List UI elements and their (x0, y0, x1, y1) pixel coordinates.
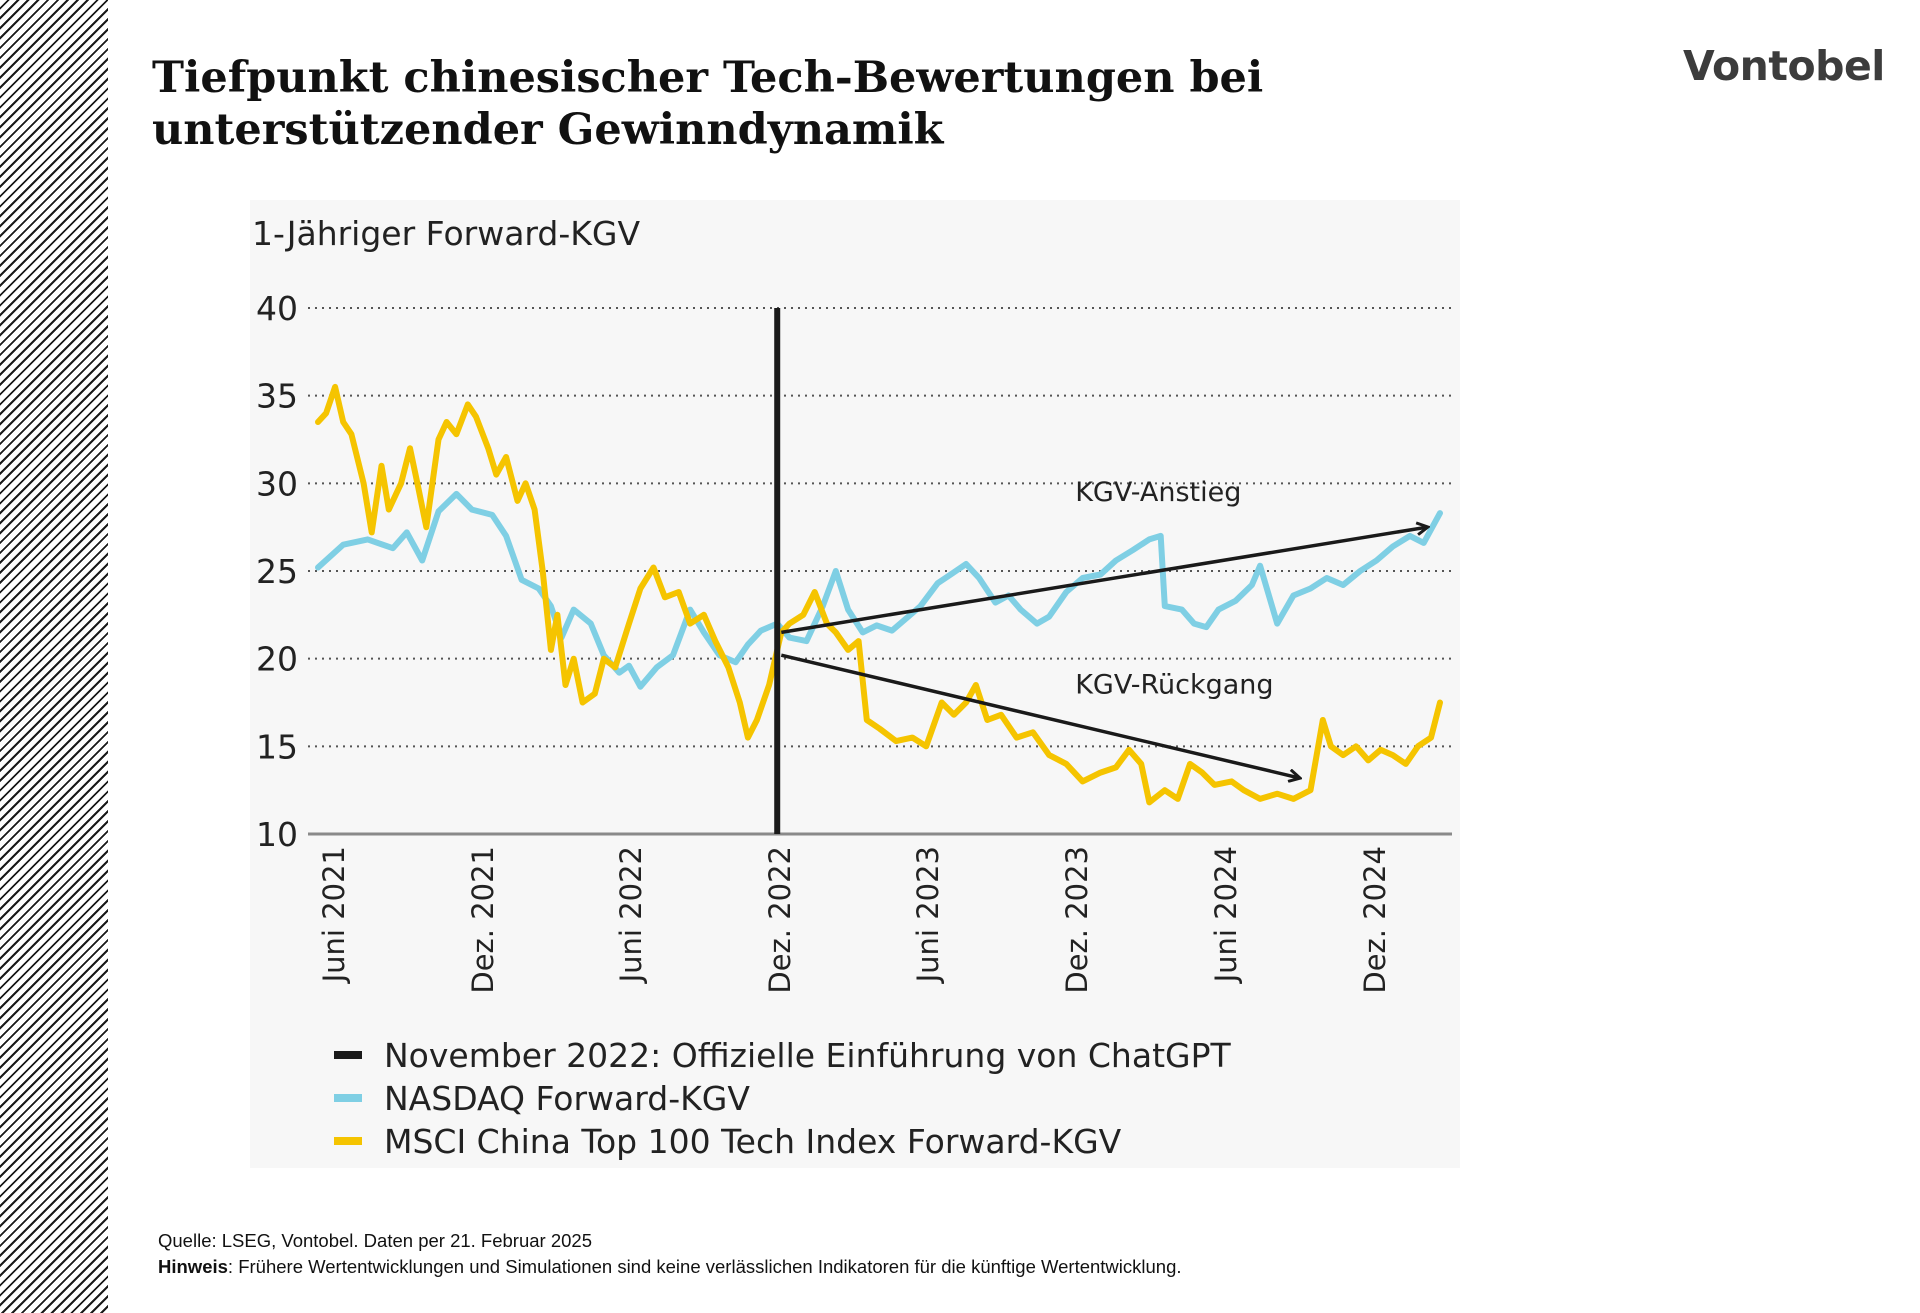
y-tick-labels: 10 15 20 25 30 35 40 (256, 289, 298, 854)
disclaimer-label: Hinweis (158, 1256, 228, 1277)
x-tick-label-0: Juni 2021 (317, 846, 351, 984)
x-tick-label-4: Juni 2023 (911, 846, 945, 984)
legend-label-0: November 2022: Offizielle Einführung von… (384, 1036, 1231, 1075)
x-tick-label-6: Juni 2024 (1209, 846, 1243, 984)
x-tick-label-5: Dez. 2023 (1060, 846, 1094, 994)
trend-annotations: KGV-Anstieg KGV-Rückgang (780, 477, 1427, 778)
decorative-stripe-band (0, 0, 108, 1313)
chart-panel (250, 200, 1460, 1168)
chart-legend: November 2022: Offizielle Einführung von… (334, 1036, 1231, 1161)
footer-notes: Quelle: LSEG, Vontobel. Daten per 21. Fe… (158, 1228, 1182, 1280)
y-tick-label-10: 10 (256, 815, 298, 854)
disclaimer-note: Hinweis: Frühere Wertentwicklungen und S… (158, 1254, 1182, 1280)
trend-arrow-1 (780, 653, 1299, 778)
x-tick-label-3: Dez. 2022 (763, 846, 797, 994)
y-tick-label-25: 25 (256, 552, 298, 591)
y-tick-label-15: 15 (256, 727, 298, 766)
series-line-0 (315, 490, 1443, 690)
vontobel-logo: Vontobel (1683, 42, 1885, 90)
legend-label-2: MSCI China Top 100 Tech Index Forward-KG… (384, 1122, 1122, 1161)
trend-label-1: KGV-Rückgang (1075, 670, 1273, 701)
disclaimer-text: : Frühere Wertentwicklungen und Simulati… (227, 1256, 1182, 1277)
x-tick-labels: Juni 2021 Dez. 2021 Juni 2022 Dez. 2022 Juni… (317, 846, 1392, 994)
y-tick-label-35: 35 (256, 377, 298, 416)
grid-lines (308, 307, 1452, 836)
slide-title: Tiefpunkt chinesischer Tech-Bewertungen … (152, 53, 1264, 155)
x-tick-label-2: Juni 2022 (614, 846, 648, 984)
source-note: Quelle: LSEG, Vontobel. Daten per 21. Fe… (158, 1230, 593, 1251)
series-line-1 (315, 383, 1443, 806)
x-tick-label-1: Dez. 2021 (466, 846, 500, 994)
y-tick-label-40: 40 (256, 289, 298, 328)
y-tick-label-20: 20 (256, 640, 298, 679)
y-axis-title: 1-Jähriger Forward-KGV (252, 214, 640, 253)
y-tick-label-30: 30 (256, 464, 298, 503)
x-tick-label-7: Dez. 2024 (1358, 846, 1392, 994)
legend-label-1: NASDAQ Forward-KGV (384, 1079, 750, 1118)
series-lines (315, 383, 1443, 806)
trend-label-0: KGV-Anstieg (1075, 477, 1241, 508)
trend-arrow-0 (781, 527, 1427, 635)
